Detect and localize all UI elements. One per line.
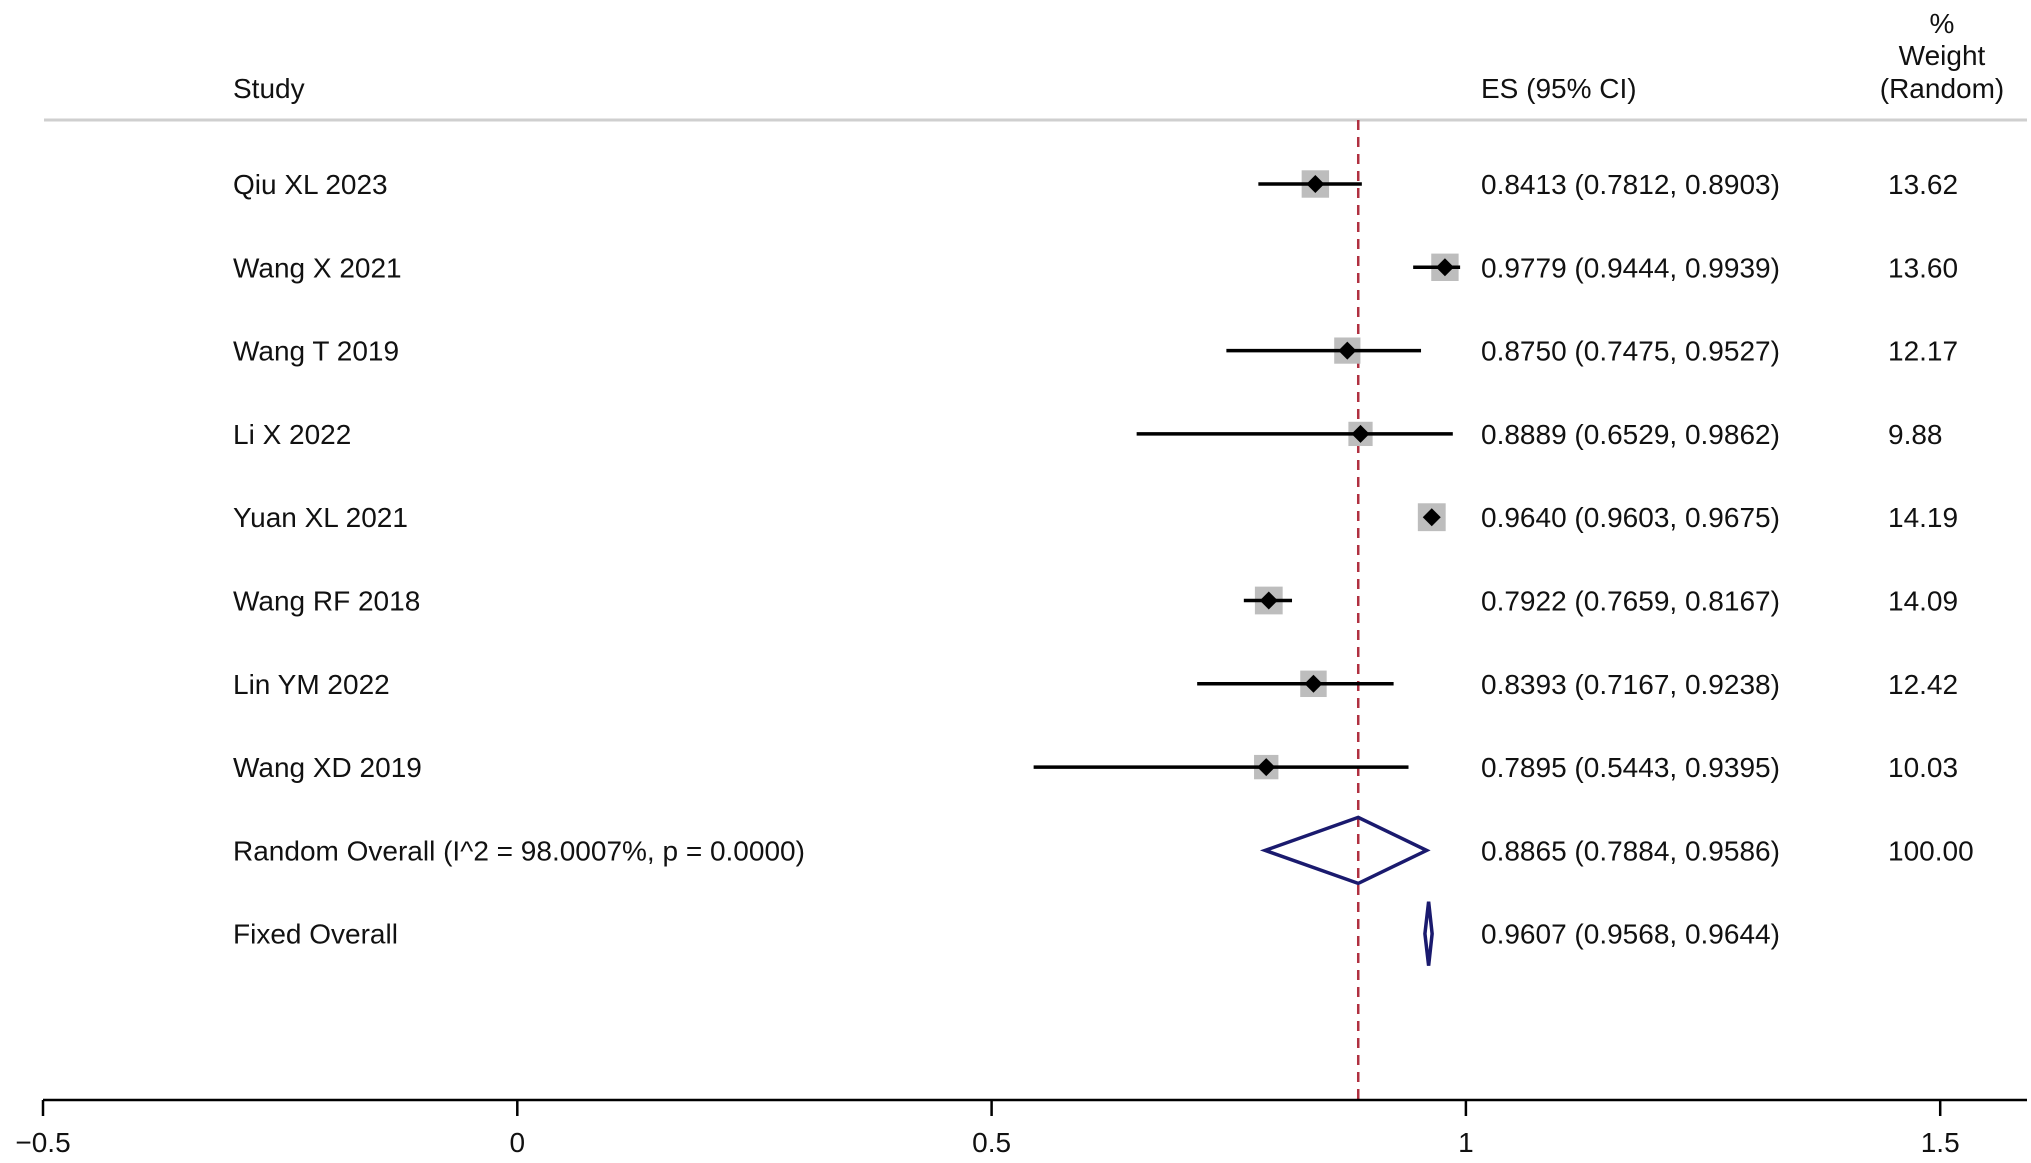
study-row: Wang XD 2019 0.7895 (0.5443, 0.9395) 10.03 — [233, 752, 1958, 783]
x-axis: −0.5 0 0.5 1 1.5 — [15, 1098, 2027, 1158]
weight-value: 10.03 — [1888, 752, 1958, 783]
effect-size-point — [1435, 258, 1454, 277]
effect-size-point — [1257, 758, 1276, 777]
weight-value: 9.88 — [1888, 419, 1943, 450]
study-row: Lin YM 2022 0.8393 (0.7167, 0.9238) 12.42 — [233, 669, 1958, 700]
overall-rows: Random Overall (I^2 = 98.0007%, p = 0.00… — [233, 815, 1974, 966]
study-row: Yuan XL 2021 0.9640 (0.9603, 0.9675) 14.19 — [233, 502, 1958, 533]
effect-size-ci-text: 0.9779 (0.9444, 0.9939) — [1481, 252, 1780, 283]
study-column-header: Study — [233, 73, 305, 104]
study-label: Wang T 2019 — [233, 336, 399, 367]
weight-value: 14.09 — [1888, 586, 1958, 617]
pooled-estimate-diamond — [1423, 901, 1434, 966]
effect-size-point — [1306, 175, 1325, 193]
study-label: Lin YM 2022 — [233, 669, 390, 700]
weight-value: 13.62 — [1888, 169, 1958, 200]
weight-column-header-percent: % — [1930, 8, 1955, 39]
x-tick-label: 1 — [1458, 1127, 1474, 1158]
weight-value: 12.42 — [1888, 669, 1958, 700]
x-tick-label: 0.5 — [972, 1127, 1011, 1158]
overall-effect-size-ci-text: 0.8865 (0.7884, 0.9586) — [1481, 835, 1780, 866]
weight-column-header-random: (Random) — [1880, 73, 2004, 104]
weight-value: 14.19 — [1888, 502, 1958, 533]
effect-size-ci-text: 0.8750 (0.7475, 0.9527) — [1481, 336, 1780, 367]
es-column-header: ES (95% CI) — [1481, 73, 1637, 104]
weight-value: 13.60 — [1888, 252, 1958, 283]
effect-size-ci-text: 0.9640 (0.9603, 0.9675) — [1481, 502, 1780, 533]
random-overall-row: Random Overall (I^2 = 98.0007%, p = 0.00… — [233, 815, 1974, 886]
study-row: Qiu XL 2023 0.8413 (0.7812, 0.8903) 13.62 — [233, 169, 1958, 200]
weight-column-header-weight: Weight — [1899, 40, 1986, 71]
effect-size-ci-text: 0.8393 (0.7167, 0.9238) — [1481, 669, 1780, 700]
overall-effect-size-ci-text: 0.9607 (0.9568, 0.9644) — [1481, 919, 1780, 950]
effect-size-ci-text: 0.7895 (0.5443, 0.9395) — [1481, 752, 1780, 783]
study-row: Li X 2022 0.8889 (0.6529, 0.9862) 9.88 — [233, 419, 1943, 450]
study-label: Wang XD 2019 — [233, 752, 422, 783]
study-row: Wang X 2021 0.9779 (0.9444, 0.9939) 13.60 — [233, 252, 1958, 283]
x-tick-label: 0 — [510, 1127, 526, 1158]
overall-label: Fixed Overall — [233, 919, 398, 950]
study-label: Wang X 2021 — [233, 252, 402, 283]
effect-size-point — [1304, 674, 1323, 693]
effect-size-ci-text: 0.8889 (0.6529, 0.9862) — [1481, 419, 1780, 450]
study-label: Li X 2022 — [233, 419, 351, 450]
study-label: Wang RF 2018 — [233, 586, 420, 617]
study-label: Yuan XL 2021 — [233, 502, 408, 533]
table-header: Study ES (95% CI) % Weight (Random) — [44, 8, 2027, 122]
effect-size-point — [1338, 341, 1357, 360]
effect-size-ci-text: 0.7922 (0.7659, 0.8167) — [1481, 586, 1780, 617]
x-tick-label: −0.5 — [15, 1127, 70, 1158]
study-row: Wang RF 2018 0.7922 (0.7659, 0.8167) 14.09 — [233, 586, 1958, 617]
study-row: Wang T 2019 0.8750 (0.7475, 0.9527) 12.17 — [233, 336, 1958, 367]
overall-label: Random Overall (I^2 = 98.0007%, p = 0.00… — [233, 835, 805, 866]
effect-size-point — [1351, 424, 1370, 443]
x-tick-label: 1.5 — [1921, 1127, 1960, 1158]
effect-size-ci-text: 0.8413 (0.7812, 0.8903) — [1481, 169, 1780, 200]
effect-size-point — [1422, 508, 1441, 527]
weight-value: 12.17 — [1888, 336, 1958, 367]
overall-weight-value: 100.00 — [1888, 835, 1974, 866]
pooled-estimate-diamond — [1259, 815, 1431, 886]
study-label: Qiu XL 2023 — [233, 169, 388, 200]
effect-size-point — [1259, 591, 1278, 610]
study-rows: Qiu XL 2023 0.8413 (0.7812, 0.8903) 13.62 W… — [233, 169, 1958, 783]
fixed-overall-row: Fixed Overall 0.9607 (0.9568, 0.9644) — [233, 901, 1780, 966]
